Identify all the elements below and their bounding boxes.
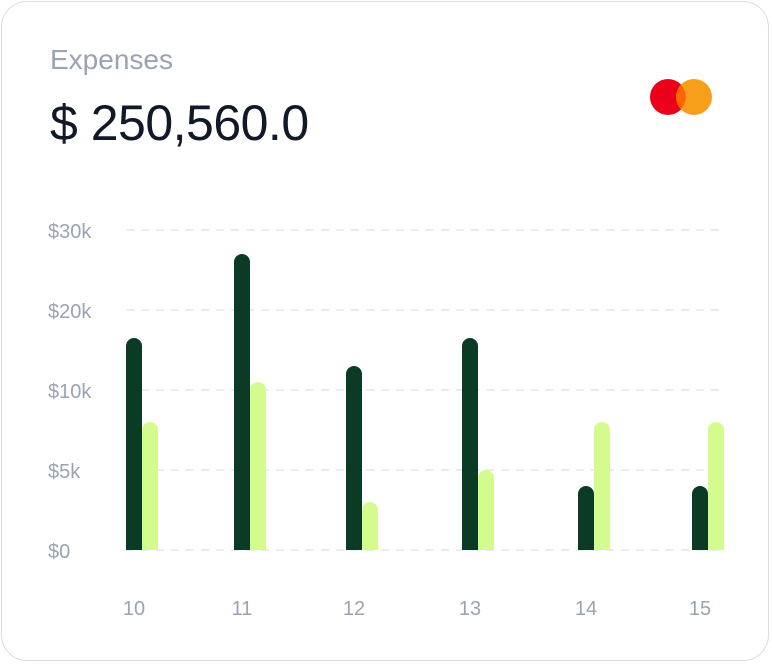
- mastercard-red-circle: [650, 79, 686, 115]
- card-title: Expenses: [50, 44, 173, 75]
- mastercard-overlap: [676, 84, 686, 110]
- bar-series-1-13[interactable]: [462, 338, 478, 550]
- x-tick-label: 12: [343, 598, 365, 620]
- bar-series-1-15[interactable]: [692, 486, 708, 550]
- bar-series-2-10[interactable]: [142, 422, 158, 550]
- y-tick-label: $10k: [48, 381, 92, 403]
- x-tick-label: 11: [232, 598, 253, 620]
- y-tick-label: $20k: [48, 301, 92, 323]
- bar-series-2-12[interactable]: [362, 502, 378, 550]
- y-tick-label: $30k: [48, 221, 92, 243]
- x-tick-label: 10: [123, 598, 145, 620]
- y-tick-label: $0: [48, 541, 70, 563]
- bar-series-2-14[interactable]: [594, 422, 610, 550]
- x-tick-label: 15: [689, 598, 711, 620]
- bar-series-2-11[interactable]: [250, 382, 266, 550]
- x-tick-label: 14: [575, 598, 597, 620]
- expenses-amount: $ 250,560.0: [50, 95, 309, 151]
- bar-series-1-10[interactable]: [126, 338, 142, 550]
- mastercard-icon: [650, 79, 712, 115]
- bar-series-1-11[interactable]: [234, 254, 250, 550]
- bar-series-2-15[interactable]: [708, 422, 724, 550]
- bar-series-1-14[interactable]: [578, 486, 594, 550]
- bar-series-1-12[interactable]: [346, 366, 362, 550]
- y-tick-label: $5k: [48, 461, 81, 483]
- x-tick-label: 13: [459, 598, 481, 620]
- bar-series-2-13[interactable]: [478, 470, 494, 550]
- mastercard-orange-circle: [676, 79, 712, 115]
